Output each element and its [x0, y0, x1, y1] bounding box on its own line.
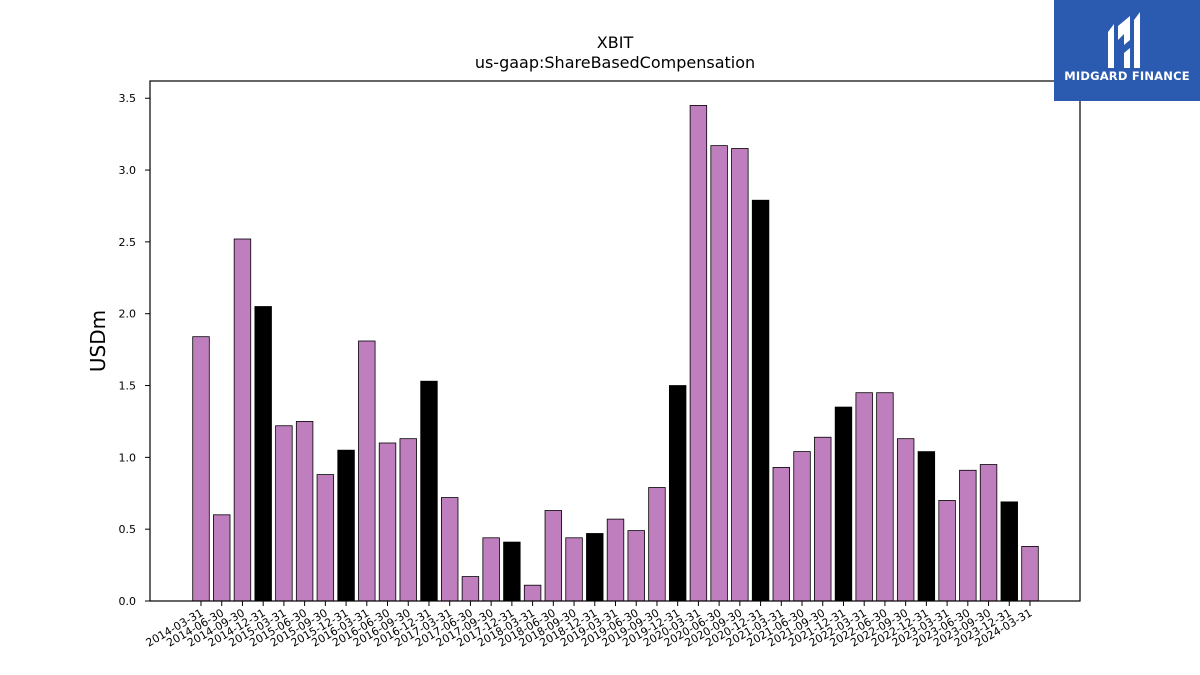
y-tick-label: 0.5: [119, 523, 137, 536]
bar: [586, 533, 604, 602]
bar: [793, 451, 811, 602]
bar: [544, 510, 563, 602]
chart-title: XBIT: [597, 33, 634, 52]
bar: [441, 497, 459, 602]
bar: [606, 518, 625, 602]
bar: [979, 464, 998, 602]
bars-group: [192, 105, 1039, 602]
bar: [938, 500, 956, 602]
bar: [896, 438, 915, 602]
chart-subtitle: us-gaap:ShareBasedCompensation: [475, 53, 755, 72]
bar: [834, 406, 853, 602]
y-tick-label: 2.0: [119, 308, 137, 321]
brand-name: MIDGARD FINANCE: [1064, 69, 1190, 83]
bar: [772, 467, 790, 602]
bar: [1021, 546, 1039, 602]
bar: [399, 438, 417, 602]
bar: [461, 576, 480, 602]
bar: [876, 392, 894, 602]
bar: [192, 336, 210, 602]
bar: [855, 392, 873, 602]
bar: [814, 436, 832, 602]
bar: [503, 541, 521, 602]
bar: [668, 385, 687, 602]
plot-frame: [149, 80, 1081, 602]
bar: [337, 449, 355, 602]
bar: [959, 469, 977, 602]
bar: [917, 451, 936, 602]
bar: [731, 148, 749, 602]
bar: [751, 199, 770, 602]
bar: [233, 238, 252, 602]
midgard-m-monogram-icon: [1108, 12, 1140, 68]
bar: [1000, 501, 1018, 602]
bar: [648, 487, 666, 602]
bar: [358, 340, 376, 602]
bar: [627, 530, 645, 602]
brand-logo: MIDGARD FINANCE: [1054, 0, 1200, 101]
bar: [316, 474, 335, 602]
bar: [275, 425, 293, 602]
y-tick-label: 0.0: [119, 595, 137, 608]
bar: [295, 421, 314, 602]
bar: [710, 145, 728, 602]
y-axis-label: USDm: [86, 310, 110, 372]
y-tick-label: 3.0: [119, 164, 137, 177]
bar: [420, 380, 438, 602]
y-axis: 0.0 0.5 1.0 1.5 2.0 2.5 3.0 3.5: [119, 92, 150, 608]
bar: [523, 584, 542, 602]
bar: [689, 105, 708, 602]
x-axis: 2014-03-312014-06-302014-09-302014-12-31…: [144, 601, 1035, 650]
bar: [482, 537, 500, 602]
bar: [378, 442, 397, 602]
y-tick-label: 1.0: [119, 451, 137, 464]
y-tick-label: 1.5: [119, 380, 137, 393]
bar: [565, 537, 583, 602]
bar: [254, 306, 272, 602]
y-tick-label: 2.5: [119, 236, 137, 249]
bar: [213, 514, 231, 602]
y-tick-label: 3.5: [119, 92, 137, 105]
